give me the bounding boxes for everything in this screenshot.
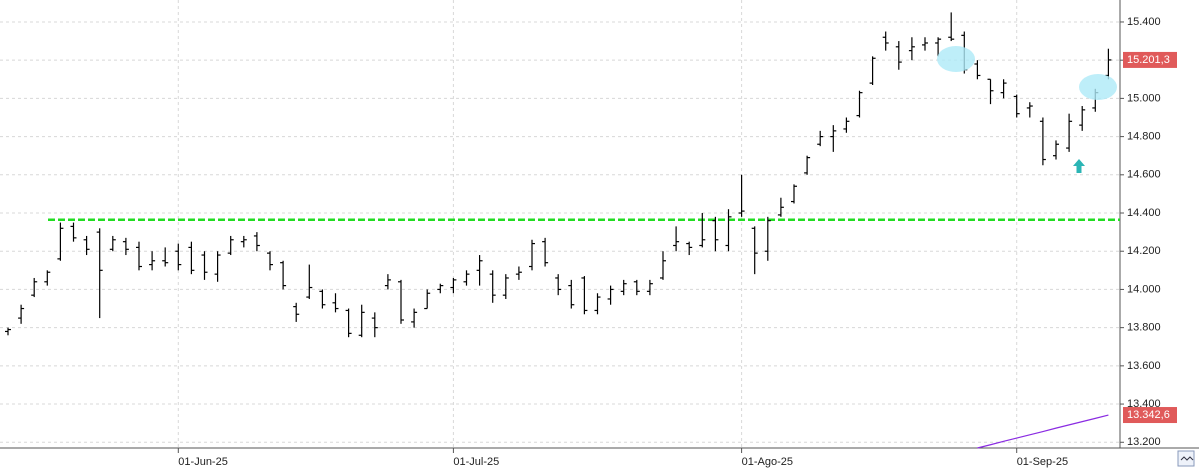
- y-tick-label: 15.400: [1127, 16, 1161, 28]
- price-label: 15.201,3: [1127, 54, 1170, 66]
- y-tick-label: 13.400: [1127, 398, 1161, 410]
- highlight-ellipse: [1079, 74, 1117, 100]
- price-label: 13.342,6: [1127, 409, 1170, 421]
- price-label-box: [1123, 51, 1177, 68]
- y-tick-label: 14.800: [1127, 131, 1161, 143]
- y-tick-label: 14.200: [1127, 245, 1161, 257]
- y-tick-label: 13.800: [1127, 322, 1161, 334]
- scale-icon: [1180, 456, 1194, 461]
- y-tick-label: 14.600: [1127, 169, 1161, 181]
- price-label-box: [1123, 407, 1177, 424]
- y-tick-label: 15.000: [1127, 92, 1161, 104]
- up-arrow: [1073, 159, 1085, 173]
- x-tick-label: 01-Jul-25: [453, 456, 499, 468]
- x-tick-label: 01-Jun-25: [178, 456, 228, 468]
- y-tick-label: 13.200: [1127, 436, 1161, 448]
- indicator-line: [977, 414, 1109, 449]
- marks: [0, 0, 1120, 449]
- y-tick-label: 14.400: [1127, 207, 1161, 219]
- x-tick-label: 01-Sep-25: [1017, 456, 1068, 468]
- y-tick-label: 14.000: [1127, 283, 1161, 295]
- x-tick-label: 01-Ago-25: [742, 456, 793, 468]
- y-tick-label: 13.600: [1127, 360, 1161, 372]
- highlight-ellipse: [937, 46, 975, 72]
